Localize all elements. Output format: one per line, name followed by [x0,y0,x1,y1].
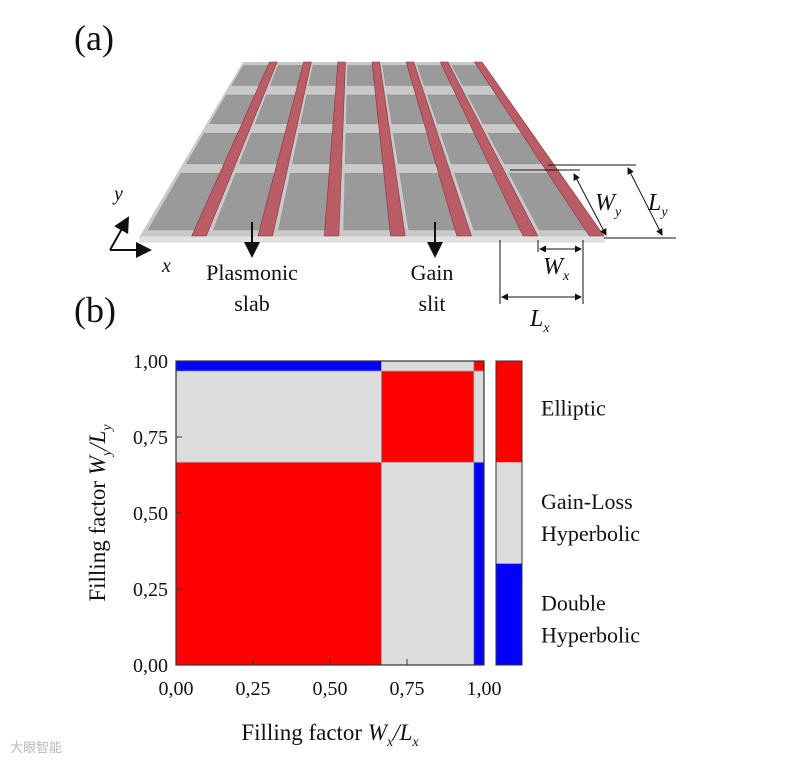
y-tick-label: 0,75 [133,427,168,449]
plasmonic-tile [346,94,379,125]
dimension-annotations [499,164,676,304]
panel-a-label: (a) [74,18,114,58]
gain-strip [371,61,406,237]
plasmonic-tile [300,94,336,125]
region-double [473,461,485,666]
region-gain_loss [473,370,485,463]
wy-label: Wy [595,190,622,220]
lx-label: Lx [529,306,550,336]
axis-y-label: y [112,183,123,205]
gain-strip [405,61,472,237]
x-tick-label: 0,00 [159,678,194,700]
legend-labels: Elliptic Gain-Loss Hyperbolic Double Hyperbo… [541,396,640,648]
gain-strip [257,61,312,237]
plasmonic-tile [343,173,391,231]
x-tick-label: 0,25 [236,678,271,700]
y-ticks: 0,00 0,25 0,50 0,75 1,00 [133,351,182,677]
gain-strip [323,61,346,237]
region-elliptic [381,370,475,463]
region-gain_loss [381,461,475,666]
legend-frame [495,360,523,666]
plasmonic-tiles [147,65,586,231]
legend-label: Gain-Loss [541,489,633,514]
gain-strip [473,61,605,237]
phase-diagram-heatmap [175,360,485,666]
legend-label: Double [541,590,606,615]
plasmonic-tile [292,133,333,165]
x-tick-label: 0,50 [313,678,348,700]
y-axis-title: Filling factor Wy/Ly [85,424,115,602]
y-tick-label: 0,50 [133,503,168,525]
gain-strip [191,61,278,237]
ly-label: Ly [647,190,668,220]
plasmonic-label-2: slab [234,291,269,316]
substrate-edge [139,235,605,243]
legend-label: Hyperbolic [541,622,640,647]
plasmonic-tile [346,65,375,86]
gain-label-2: slit [419,291,446,316]
plasmonic-tile [308,65,338,86]
legend-label: Elliptic [541,396,606,421]
region-double [175,360,382,372]
wx-label: Wx [543,254,570,284]
metamaterial-schematic [139,61,605,243]
x-tick-label: 0,75 [390,678,425,700]
legend-colorbar [496,361,522,665]
xy-axes: x y [109,183,171,277]
gain-label-1: Gain [411,260,454,285]
gain-strip [439,61,539,237]
region-elliptic [175,461,382,666]
region-gain_loss [175,370,382,463]
region-gain_loss [381,360,475,372]
x-ticks: 0,00 0,25 0,50 0,75 1,00 [159,659,502,700]
watermark: 大眼智能 [10,741,62,756]
panel-b-label: (b) [74,290,116,330]
y-tick-label: 0,00 [133,655,168,677]
y-tick-label: 1,00 [133,351,168,373]
legend-label: Hyperbolic [541,521,640,546]
region-elliptic [473,360,485,372]
plasmonic-label-1: Plasmonic [206,260,298,285]
legend-swatch-elliptic [496,361,522,463]
gain-strips [191,61,605,237]
x-axis-title: Filling factor Wx/Lx [241,720,419,750]
y-tick-label: 0,25 [133,579,168,601]
axis-x-label: x [161,255,171,277]
legend-swatch-gain_loss [496,462,522,564]
x-tick-label: 1,00 [467,678,502,700]
plasmonic-tile [345,133,384,165]
legend-swatch-double [496,563,522,665]
